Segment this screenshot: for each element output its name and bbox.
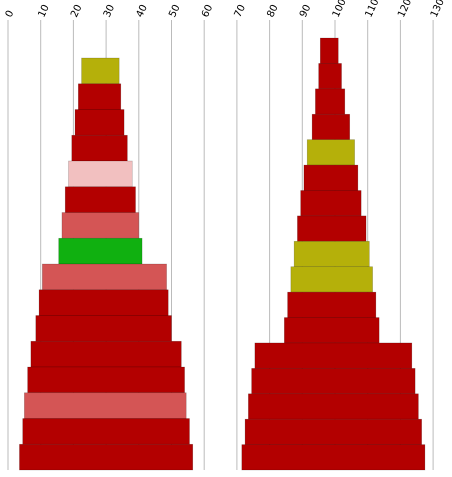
bar-segment (319, 37, 339, 64)
bar-segment (315, 88, 346, 115)
bar-segment (78, 83, 122, 110)
x-tick-label: 130 (429, 0, 447, 19)
bar-segment (284, 317, 380, 344)
x-tick-label: 90 (298, 3, 313, 19)
x-tick-label: 20 (69, 3, 84, 19)
bar-segment (42, 263, 167, 291)
bar-segment (303, 164, 359, 191)
bar-segment (254, 342, 413, 369)
bar-segment (22, 418, 190, 445)
bar-segment (241, 444, 426, 471)
bar-segment (290, 266, 373, 293)
bar-segment (318, 63, 342, 90)
bar-segment (287, 291, 377, 318)
x-tick-label: 120 (396, 0, 414, 19)
bar-segment (244, 418, 422, 445)
bar-segment (64, 186, 136, 213)
x-tick-label: 0 (4, 9, 17, 19)
x-tick-label: 100 (331, 0, 349, 19)
bar-segment (293, 240, 370, 268)
x-tick-label: 80 (265, 3, 280, 19)
x-tick-label: 50 (167, 3, 182, 19)
x-tick-label: 40 (135, 3, 150, 19)
bar-segment (61, 212, 140, 239)
x-tick-label: 30 (102, 3, 117, 19)
bar-segment (71, 134, 128, 162)
bar-stacks (19, 37, 426, 471)
bar-segment (300, 190, 362, 217)
bar-segment (306, 139, 355, 166)
x-tick-label: 10 (36, 3, 51, 19)
bar-segment (58, 237, 143, 265)
bar-segment (248, 393, 419, 420)
bar-segment (68, 160, 133, 188)
bar-segment (38, 289, 169, 316)
bar-segment (297, 215, 367, 242)
x-tick-label: 60 (200, 3, 215, 19)
x-tick-label: 110 (363, 0, 381, 19)
bar-segment (251, 368, 416, 395)
bar-segment (24, 392, 187, 419)
x-tick-labels: 0 10 20 30 40 50 60 70 80 90 100 110 120 130 (4, 0, 447, 19)
bar-segment (19, 443, 194, 471)
bar-segment (35, 315, 172, 342)
bar-segment (74, 109, 125, 136)
bar-segment (311, 113, 351, 140)
x-tick-label: 70 (233, 3, 248, 19)
bar-segment (81, 57, 120, 85)
stack-left (19, 57, 194, 471)
stack-right (241, 37, 426, 471)
bar-segment (27, 366, 185, 394)
bar-segment (30, 340, 182, 368)
